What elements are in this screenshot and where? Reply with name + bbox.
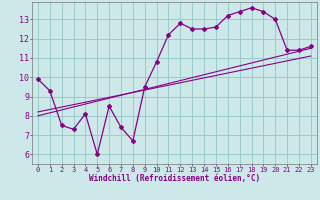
X-axis label: Windchill (Refroidissement éolien,°C): Windchill (Refroidissement éolien,°C) bbox=[89, 174, 260, 183]
